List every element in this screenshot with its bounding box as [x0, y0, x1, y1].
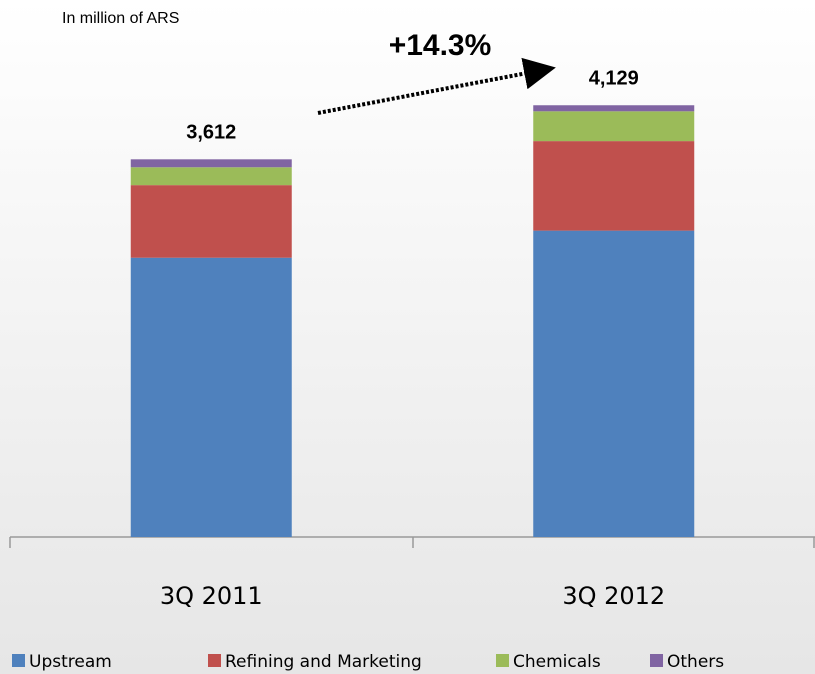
- legend-swatch: [12, 654, 25, 667]
- legend-label: Others: [667, 652, 724, 672]
- total-label: 4,129: [589, 68, 639, 90]
- annotation: +14.3%: [389, 29, 492, 62]
- bar-segment: [130, 159, 292, 168]
- bar-segment: [130, 167, 292, 186]
- x-tick-label: 3Q 2011: [160, 582, 263, 610]
- bar-segment: [533, 141, 695, 231]
- total-label: 3,612: [186, 122, 236, 144]
- subtitle: In million of ARS: [62, 10, 179, 27]
- legend-swatch: [650, 654, 663, 667]
- legend-label: Refining and Marketing: [225, 652, 422, 672]
- bar-segment: [533, 111, 695, 142]
- bar-segment: [533, 230, 695, 538]
- x-tick-label: 3Q 2012: [562, 582, 665, 610]
- bar-segment: [130, 257, 292, 537]
- bar-segment: [130, 185, 292, 258]
- legend-swatch: [208, 654, 221, 667]
- legend-swatch: [496, 654, 509, 667]
- bar-segment: [533, 105, 695, 112]
- legend-label: Chemicals: [513, 652, 601, 672]
- legend-label: Upstream: [29, 652, 112, 672]
- growth-arrow: [317, 57, 556, 115]
